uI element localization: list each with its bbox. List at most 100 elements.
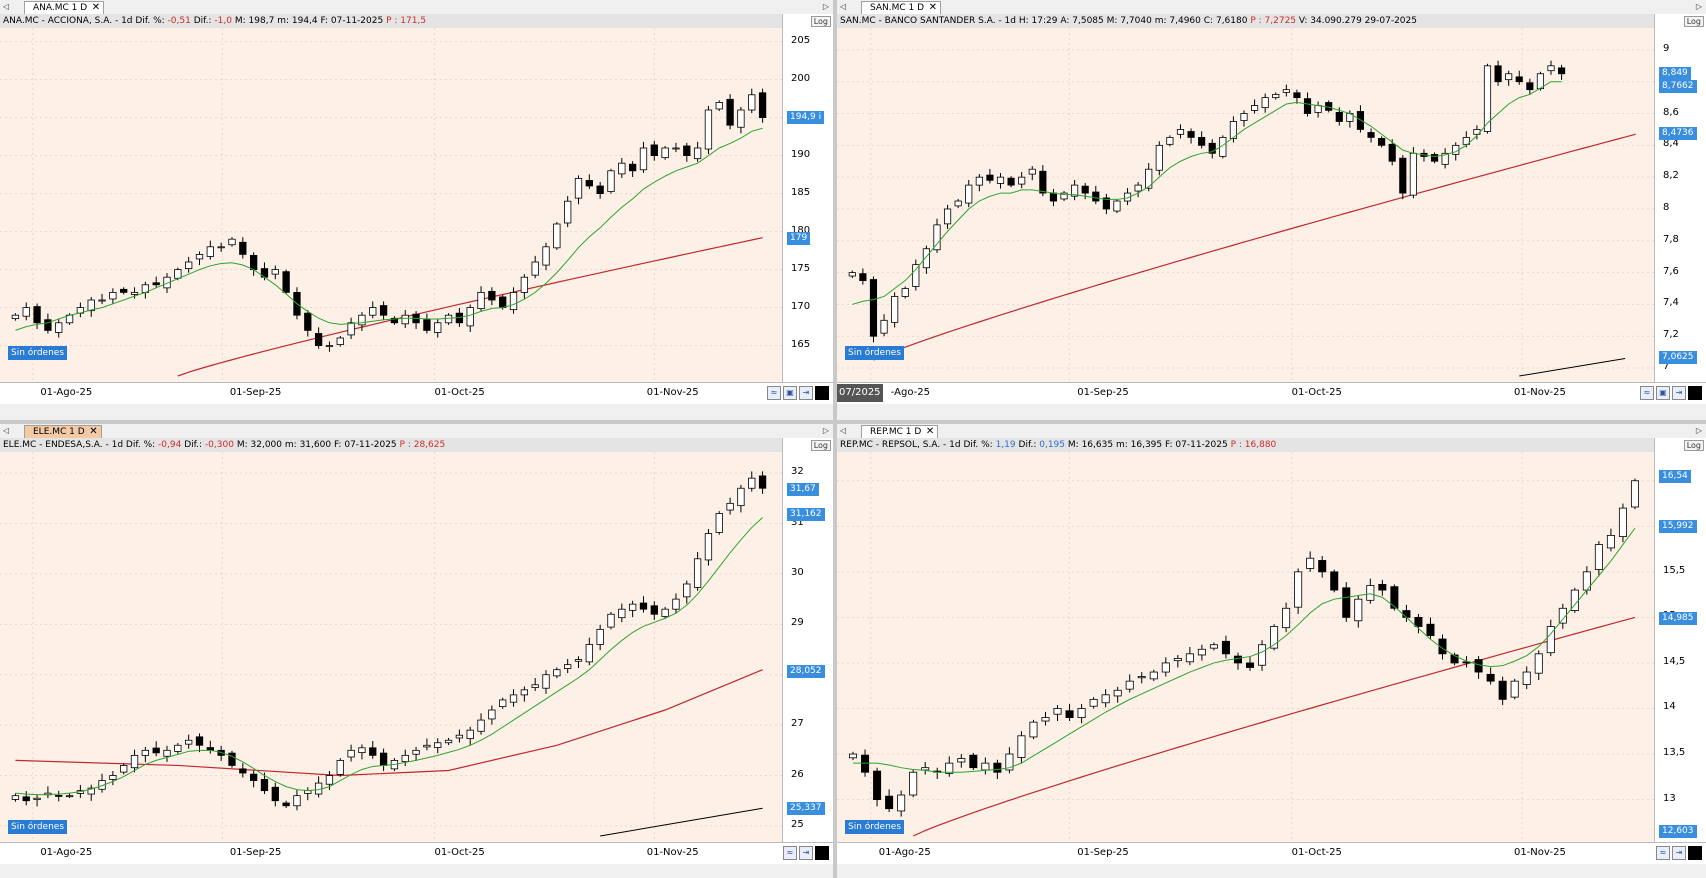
time-value: 17:29 bbox=[1031, 16, 1058, 26]
arrow-icon[interactable]: ⇥ bbox=[799, 386, 813, 400]
chart-area[interactable]: ANA.MC - ACCIONA, S.A. - 1d Dif. %: -0,5… bbox=[0, 14, 782, 382]
chart-area[interactable]: REP.MC - REPSOL, S.A. - 1d Dif. %: 1,19 … bbox=[837, 438, 1655, 842]
candle bbox=[1388, 143, 1396, 162]
date-axis[interactable]: 07/2025 ≈ ▣ ⇥ -Ago-25 01-Sep-25 01-Oct-25 01-… bbox=[837, 382, 1706, 405]
tab-scroll-left-icon[interactable]: ◁ bbox=[840, 2, 847, 11]
horizontal-splitter[interactable] bbox=[0, 420, 1706, 424]
tab-ana[interactable]: ANA.MC 1 D ✕ bbox=[24, 1, 105, 14]
candle bbox=[1494, 65, 1502, 83]
chart-type-icon[interactable]: ≈ bbox=[783, 846, 797, 860]
candle bbox=[1399, 157, 1407, 194]
date-axis[interactable]: ≈ ▣ ⇥ 01-Ago-25 01-Sep-25 01-Oct-25 01-Nov-25 bbox=[0, 382, 833, 405]
candle bbox=[1029, 721, 1038, 738]
candle bbox=[1367, 132, 1375, 138]
close-icon[interactable]: ✕ bbox=[89, 426, 98, 437]
tab-san[interactable]: SAN.MC 1 D ✕ bbox=[861, 1, 942, 14]
y-tick-label: 8,4 bbox=[1663, 138, 1679, 150]
log-scale-toggle[interactable]: Log bbox=[1683, 16, 1704, 27]
tab-scroll-left-icon[interactable]: ◁ bbox=[3, 2, 10, 11]
candle bbox=[1028, 168, 1036, 175]
price-axis[interactable]: Log 98,88,68,48,287,87,67,47,278,8498,76… bbox=[1654, 14, 1706, 382]
no-orders-badge: Sin órdenes bbox=[845, 346, 905, 360]
arrow-icon[interactable]: ⇥ bbox=[1672, 386, 1686, 400]
candle bbox=[1198, 136, 1206, 146]
chart-area[interactable]: SAN.MC - BANCO SANTANDER S.A. - 1d H: 17… bbox=[837, 14, 1655, 382]
color-box-icon[interactable] bbox=[815, 386, 829, 400]
color-box-icon[interactable] bbox=[1688, 846, 1702, 860]
date-value: 07-11-2025 bbox=[1175, 440, 1228, 450]
chart-type-icon[interactable]: ≈ bbox=[1656, 846, 1670, 860]
save-icon[interactable]: ▣ bbox=[783, 386, 797, 400]
close-icon[interactable]: ✕ bbox=[928, 2, 938, 13]
x-tick-label: 01-Sep-25 bbox=[229, 847, 282, 858]
candle bbox=[748, 477, 756, 489]
label: Dif. %: bbox=[125, 440, 156, 450]
x-tick-label: 01-Oct-25 bbox=[1291, 847, 1342, 858]
candle bbox=[1261, 97, 1269, 109]
arrow-icon[interactable]: ⇥ bbox=[799, 846, 813, 860]
min-value: 31,600 bbox=[299, 440, 332, 450]
y-tick-label: 13 bbox=[1663, 792, 1676, 804]
y-tick-label: 7,4 bbox=[1663, 297, 1679, 309]
label: P : bbox=[1250, 16, 1262, 26]
candle bbox=[1483, 65, 1492, 132]
tab-rep[interactable]: REP.MC 1 D ✕ bbox=[861, 425, 939, 438]
candle bbox=[401, 314, 409, 325]
candle bbox=[969, 754, 978, 769]
color-box-icon[interactable] bbox=[1688, 386, 1702, 400]
date-axis[interactable]: ≈ ⇥ 01-Ago-25 01-Sep-25 01-Oct-25 01-Nov-25 bbox=[0, 842, 833, 865]
date-axis[interactable]: ≈ ⇥ 01-Ago-25 01-Sep-25 01-Oct-25 01-Nov-25 bbox=[837, 842, 1706, 865]
candle bbox=[1137, 676, 1146, 679]
arrow-icon[interactable]: ⇥ bbox=[1672, 846, 1686, 860]
vertical-splitter[interactable] bbox=[833, 0, 837, 878]
slow-moving-average bbox=[15, 669, 763, 777]
candle bbox=[1221, 640, 1230, 655]
candle bbox=[542, 246, 550, 266]
candle bbox=[239, 241, 247, 255]
candle bbox=[347, 749, 355, 758]
color-box-icon[interactable] bbox=[815, 846, 829, 860]
candle bbox=[249, 255, 258, 270]
save-icon[interactable]: ▣ bbox=[1656, 386, 1670, 400]
chart-type-icon[interactable]: ≈ bbox=[767, 386, 781, 400]
label: H: bbox=[1018, 16, 1029, 26]
tab-scroll-right-icon[interactable]: ▷ bbox=[822, 426, 829, 435]
price-axis[interactable]: Log 16,51615,51514,51413,51316,5415,9921… bbox=[1654, 438, 1706, 842]
chart-pane-ele: ◁ ELE.MC 1 D ✕ ▷ ELE.MC - ENDESA,S.A. - 1… bbox=[0, 424, 833, 878]
candle bbox=[1209, 644, 1218, 649]
candle bbox=[1053, 708, 1062, 715]
log-scale-toggle[interactable]: Log bbox=[1683, 440, 1704, 451]
no-orders-badge: Sin órdenes bbox=[8, 346, 68, 360]
log-scale-toggle[interactable]: Log bbox=[810, 440, 831, 451]
close-icon[interactable]: ✕ bbox=[91, 2, 101, 13]
close-icon[interactable]: ✕ bbox=[925, 426, 935, 437]
candle bbox=[44, 319, 52, 331]
candle bbox=[55, 795, 63, 797]
tab-scroll-left-icon[interactable]: ◁ bbox=[840, 426, 847, 435]
tab-scroll-left-icon[interactable]: ◁ bbox=[3, 426, 10, 435]
tab-scroll-right-icon[interactable]: ▷ bbox=[1695, 2, 1702, 11]
log-scale-toggle[interactable]: Log bbox=[810, 16, 831, 27]
price-axis[interactable]: Log 323130292827262531,6731,16228,05225,… bbox=[782, 438, 833, 842]
candle bbox=[901, 288, 909, 297]
dif-value: -1,0 bbox=[214, 16, 232, 26]
max-value: 32,000 bbox=[250, 440, 283, 450]
candle bbox=[618, 608, 626, 619]
chart-area[interactable]: ELE.MC - ENDESA,S.A. - 1d Dif. %: -0,94 … bbox=[0, 438, 782, 842]
candle bbox=[693, 147, 702, 160]
candle bbox=[1081, 185, 1089, 194]
price-axis[interactable]: Log 205200195190185180175170165194,9 i17… bbox=[782, 14, 833, 382]
candle bbox=[336, 759, 344, 775]
chart-type-icon[interactable]: ≈ bbox=[1640, 386, 1654, 400]
tab-ele[interactable]: ELE.MC 1 D ✕ bbox=[24, 425, 102, 438]
label: Dif.: bbox=[1018, 440, 1037, 450]
long-moving-average bbox=[1519, 358, 1626, 377]
label: m: bbox=[1115, 440, 1128, 450]
tab-scroll-right-icon[interactable]: ▷ bbox=[822, 2, 829, 11]
candle bbox=[434, 322, 442, 333]
min-value: 7,4960 bbox=[1169, 16, 1201, 26]
candle bbox=[120, 288, 128, 293]
candle bbox=[1390, 586, 1399, 609]
candle bbox=[87, 787, 95, 795]
tab-scroll-right-icon[interactable]: ▷ bbox=[1695, 426, 1702, 435]
